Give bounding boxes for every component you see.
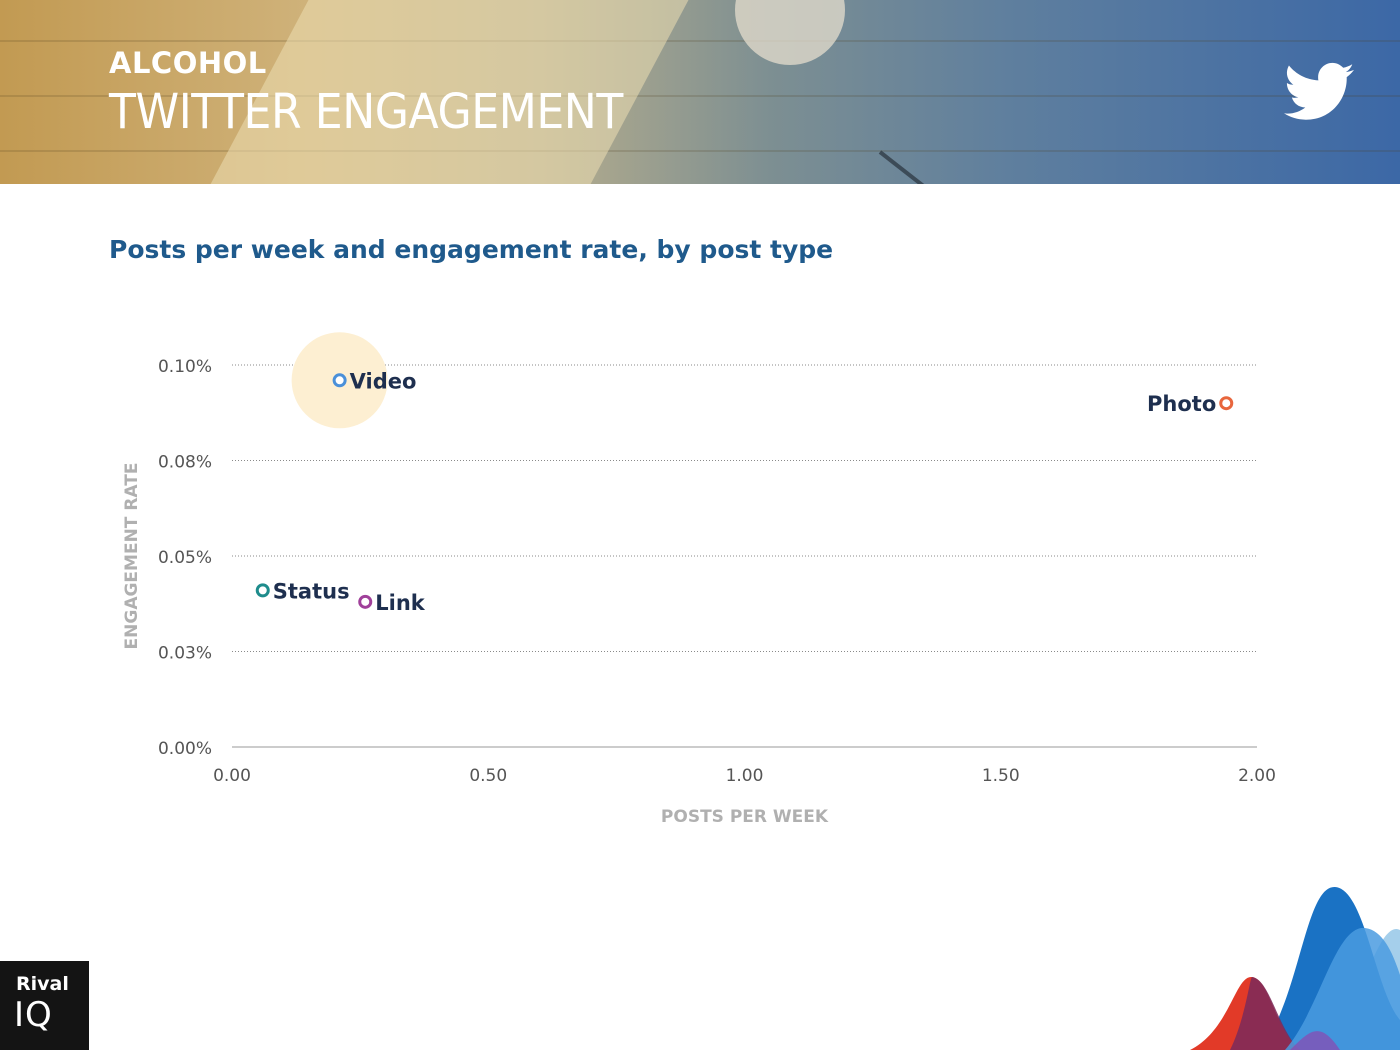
y-tick-label: 0.03%: [158, 644, 212, 664]
industry-kicker: ALCOHOL: [109, 46, 267, 80]
data-label: Photo: [1147, 392, 1216, 416]
y-tick-label: 0.05%: [158, 548, 212, 568]
data-point: [255, 583, 270, 598]
wood-grain: [0, 150, 1400, 152]
data-label: Link: [375, 591, 426, 615]
y-tick-label: 0.08%: [158, 453, 212, 473]
x-tick-label: 0.50: [469, 766, 507, 786]
logo-text-rival: Rival: [16, 973, 69, 995]
chart-title: Posts per week and engagement rate, by p…: [109, 235, 834, 264]
wood-grain: [0, 95, 1400, 97]
x-axis-label: POSTS PER WEEK: [661, 807, 829, 827]
header-banner: ALCOHOL TWITTER ENGAGEMENT: [0, 0, 1400, 184]
y-tick-label: 0.00%: [158, 739, 212, 759]
data-point: [332, 373, 347, 388]
x-tick-label: 0.00: [213, 766, 251, 786]
x-tick-label: 1.00: [726, 766, 764, 786]
data-point: [358, 594, 373, 609]
decorative-wave-graphic: [1190, 886, 1400, 1050]
data-label: Status: [273, 579, 350, 603]
wood-grain: [0, 40, 1400, 42]
logo-text-iq: IQ: [14, 995, 53, 1035]
rival-iq-logo: Rival IQ: [0, 961, 89, 1050]
y-tick-label: 0.10%: [158, 357, 212, 377]
x-tick-label: 2.00: [1238, 766, 1276, 786]
page-title: TWITTER ENGAGEMENT: [109, 84, 623, 140]
y-axis-label: ENGAGEMENT RATE: [122, 463, 142, 650]
data-label: Video: [350, 369, 417, 393]
x-tick-label: 1.50: [982, 766, 1020, 786]
twitter-bird-icon: [1284, 62, 1354, 120]
data-point: [1219, 396, 1234, 411]
